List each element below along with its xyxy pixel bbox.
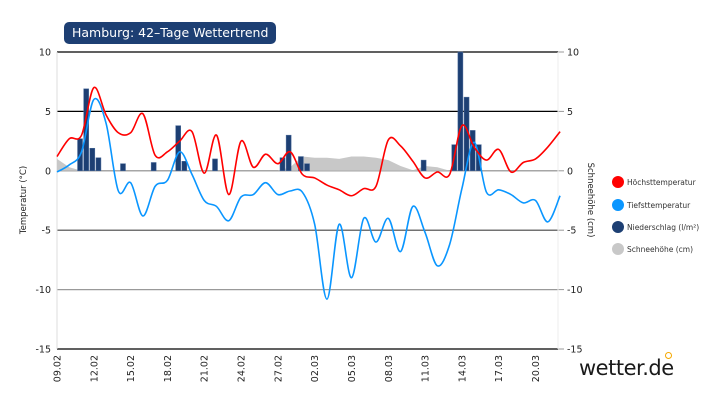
- precipitation-bar: [279, 157, 286, 172]
- y2-tick-label: -15: [567, 345, 583, 356]
- legend-dot-icon: [612, 243, 624, 255]
- wetter-de-logo[interactable]: wetter.de: [579, 356, 674, 380]
- y2-tick-label: -5: [567, 226, 576, 237]
- x-tick-label: 21.02: [200, 355, 211, 382]
- x-tick-label: 14.03: [457, 355, 468, 382]
- legend-dot-icon: [612, 176, 624, 188]
- x-tick-label: 09.02: [53, 355, 64, 382]
- precipitation-bar: [420, 159, 427, 172]
- y2-tick-label: 10: [567, 48, 579, 59]
- precipitation-bar: [181, 161, 188, 172]
- legend-label: Höchsttemperatur: [627, 177, 696, 187]
- x-tick-label: 15.02: [126, 355, 137, 382]
- precipitation-bar: [304, 163, 310, 172]
- logo-ring-icon: [665, 352, 672, 359]
- legend-label: Niederschlag (l/m²): [627, 222, 700, 232]
- x-tick-label: 11.03: [421, 355, 432, 382]
- legend-item-low[interactable]: Tiefsttemperatur: [612, 199, 690, 211]
- x-tick-label: 20.03: [531, 355, 542, 382]
- y-axis-label: Temperatur (°C): [19, 166, 29, 235]
- low-temperature-line: [56, 97, 561, 300]
- chart-title: Hamburg: 42–Tage Wettertrend: [64, 22, 277, 44]
- x-tick-label: 02.03: [310, 355, 321, 382]
- legend-label: Schneehöhe (cm): [627, 244, 693, 254]
- precipitation-bar: [89, 147, 96, 172]
- legend-dot-icon: [612, 221, 624, 233]
- precipitation-bar: [95, 157, 102, 172]
- y2-tick-label: 5: [567, 107, 573, 118]
- y2-tick-label: 0: [567, 166, 573, 177]
- y-tick-label: -10: [35, 285, 51, 296]
- x-tick-label: 08.03: [384, 355, 395, 382]
- y2-tick-label: -10: [567, 285, 583, 296]
- x-tick-label: 12.02: [89, 355, 100, 382]
- x-tick-label: 24.02: [237, 355, 248, 382]
- legend-item-high[interactable]: Höchsttemperatur: [612, 176, 696, 188]
- legend-item-snow[interactable]: Schneehöhe (cm): [612, 243, 693, 255]
- y-tick-label: -15: [35, 345, 51, 356]
- precipitation-bar: [469, 130, 476, 172]
- y-tick-label: 0: [45, 166, 51, 177]
- high-temperature-line: [56, 86, 561, 197]
- precipitation-bar: [212, 158, 218, 172]
- legend-item-precip[interactable]: Niederschlag (l/m²): [612, 221, 699, 233]
- legend-dot-icon: [612, 199, 624, 211]
- x-tick-label: 18.02: [163, 355, 174, 382]
- x-tick-label: 27.02: [273, 355, 284, 382]
- precipitation-bar: [150, 162, 157, 172]
- y-tick-label: 5: [45, 107, 51, 118]
- y-tick-label: 10: [39, 48, 51, 59]
- x-tick-label: 05.03: [347, 355, 358, 382]
- precipitation-bar: [175, 125, 181, 172]
- y2-axis-label: Schneehöhe (cm): [585, 163, 595, 238]
- legend-label: Tiefsttemperatur: [627, 200, 691, 210]
- precipitation-bar: [120, 163, 126, 172]
- x-tick-label: 17.03: [494, 355, 505, 382]
- y-tick-label: -5: [42, 226, 51, 237]
- precipitation-bar: [457, 51, 464, 172]
